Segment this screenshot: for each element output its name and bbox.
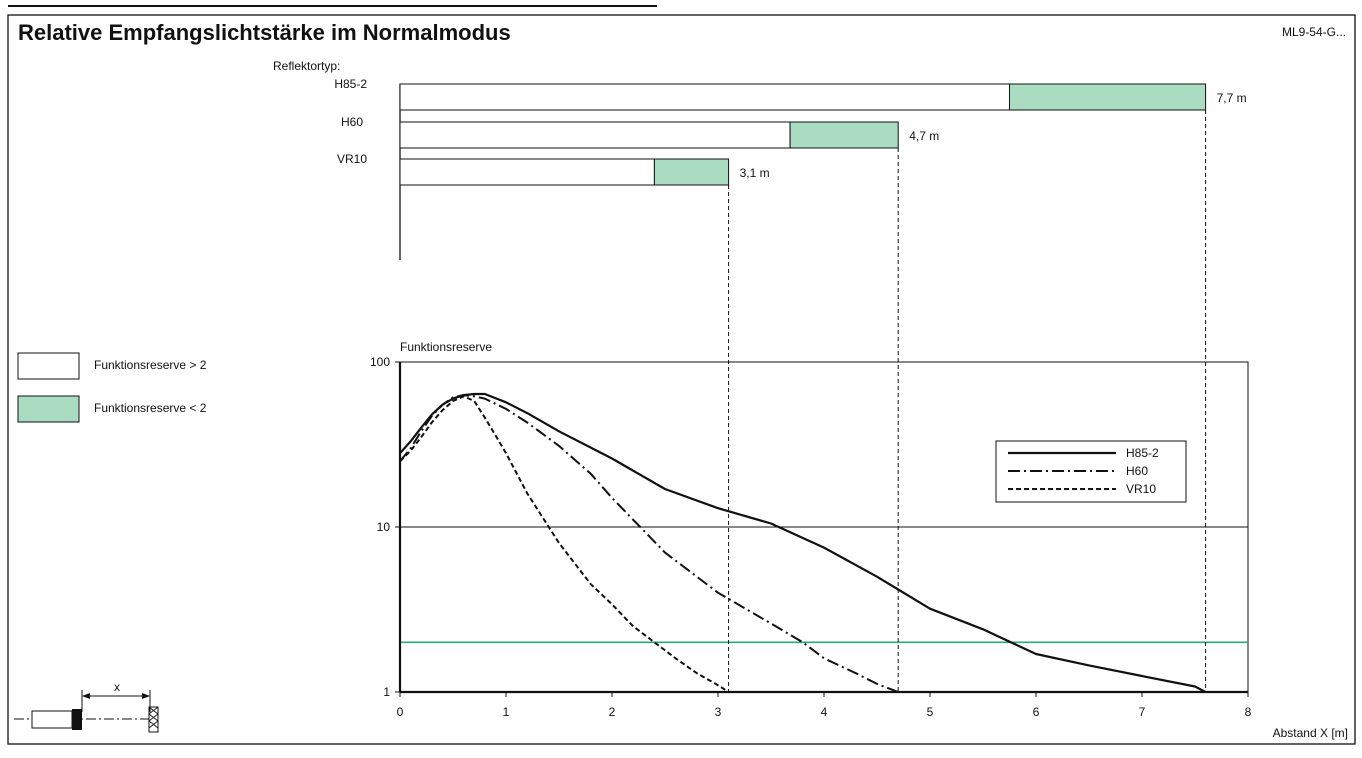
bar-category-label: VR10 — [337, 152, 367, 166]
x-tick-label: 0 — [397, 705, 404, 719]
legend-box-high — [17, 352, 80, 380]
bar-range-label: 7,7 m — [1217, 91, 1247, 105]
x-tick-label: 2 — [609, 705, 616, 719]
page-title: Relative Empfangslichtstärke im Normalmo… — [18, 20, 511, 45]
x-tick-label: 4 — [821, 705, 828, 719]
x-tick-label: 8 — [1245, 705, 1252, 719]
series-line-h60 — [399, 394, 899, 693]
model-label: ML9-54-G... — [1282, 25, 1346, 39]
line-legend-box — [995, 440, 1187, 503]
x-tick-label: 1 — [503, 705, 510, 719]
bar-category-label: H85-2 — [334, 77, 367, 91]
dimension-label: x — [114, 680, 120, 694]
bar-segment-low-reserve — [789, 121, 899, 149]
fill-legend: Funktionsreserve > 2 Funktionsreserve < … — [17, 352, 207, 423]
x-tick-label: 5 — [927, 705, 934, 719]
bar-range-label: 3,1 m — [740, 166, 770, 180]
distance-diagram: x — [14, 680, 159, 733]
legend-label-low: Funktionsreserve < 2 — [94, 401, 207, 415]
legend-box-low — [17, 395, 80, 423]
legend-entry-label: VR10 — [1126, 482, 1156, 496]
legend-entry-label: H85-2 — [1126, 446, 1159, 460]
series-line-h85-2 — [399, 392, 1207, 693]
legend-entry-label: H60 — [1126, 464, 1148, 478]
x-tick-label: 6 — [1033, 705, 1040, 719]
figure-frame — [7, 14, 1356, 745]
bar-segment-high-reserve — [399, 83, 1010, 111]
dimension-arrow-left — [82, 693, 90, 699]
reflector-target — [148, 706, 159, 733]
sensor-lens — [72, 709, 82, 730]
legend-label-high: Funktionsreserve > 2 — [94, 358, 207, 372]
bar-segment-high-reserve — [399, 121, 791, 149]
reflector-hatch — [148, 706, 159, 729]
bar-axis-title: Reflektortyp: — [273, 59, 340, 73]
range-bar-chart: Reflektortyp: H85-2 7,7 m H60 4,7 m VR10 3,1 … — [273, 59, 1247, 260]
line-y-axis-title: Funktionsreserve — [400, 340, 492, 354]
y-tick-label: 100 — [370, 355, 390, 369]
sensor-body — [31, 710, 73, 729]
y-tick-label: 1 — [383, 685, 390, 699]
bar-segment-low-reserve — [653, 158, 730, 186]
bar-category-label: H60 — [341, 115, 363, 129]
bar-segment-high-reserve — [399, 158, 655, 186]
dimension-arrow-right — [142, 693, 150, 699]
bar-range-label: 4,7 m — [909, 129, 939, 143]
bar-segment-low-reserve — [1009, 83, 1207, 111]
x-axis-title: Abstand X [m] — [1273, 726, 1348, 740]
series-line-vr10 — [399, 395, 730, 693]
x-tick-label: 3 — [715, 705, 722, 719]
x-tick-label: 7 — [1139, 705, 1146, 719]
y-tick-label: 10 — [377, 520, 391, 534]
